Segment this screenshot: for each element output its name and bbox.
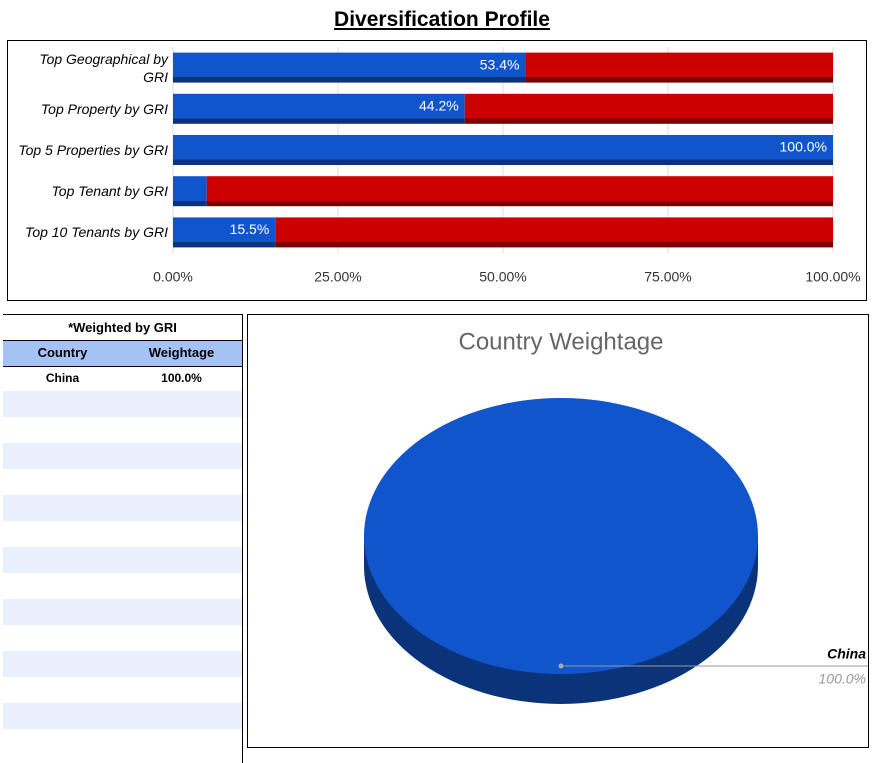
pie-chart-frame: Country Weightage China 100.0% [247, 314, 869, 748]
bar-segment [275, 217, 833, 248]
row-stripes [3, 391, 242, 755]
category-label: Top Geographical by GRI [39, 50, 168, 85]
table-header: Country Weightage [3, 340, 242, 367]
data-label: 15.5% [230, 221, 270, 237]
pie-chart: Country Weightage China 100.0% [364, 328, 868, 704]
x-tick-label: 100.00% [805, 269, 860, 285]
bar-segment [173, 93, 465, 124]
table-cell: China [45, 371, 80, 385]
bar-segment [173, 135, 833, 165]
table-cell: 100.0% [161, 371, 202, 385]
page-title: Diversification Profile [334, 8, 550, 31]
category-label: Top 5 Properties by GRI [18, 142, 168, 158]
category-label: Top Property by GRI [40, 100, 168, 117]
data-label: 53.4% [480, 56, 520, 72]
weight-table: *Weighted by GRI Country Weightage China… [3, 314, 243, 763]
x-tick-label: 50.00% [479, 269, 526, 285]
bar-segment [525, 52, 833, 83]
pie-slice [364, 398, 758, 674]
table-caption: *Weighted by GRI [68, 320, 177, 335]
bar-segment [206, 176, 833, 207]
x-tick-label: 25.00% [314, 269, 361, 285]
bar-segment [173, 52, 526, 83]
x-tick-label: 0.00% [153, 269, 193, 285]
bar-segment [173, 217, 276, 248]
header-cell: Country [37, 345, 88, 360]
category-label: Top 10 Tenants by GRI [25, 224, 168, 241]
bar-segment [173, 176, 207, 207]
leader-dot [558, 663, 564, 669]
pie-value-label: 100.0% [819, 671, 866, 687]
bar-chart: 0.00% 25.00% 50.00% 75.00% 100.00% 53.4% 44.2%… [153, 47, 861, 285]
header-cell: Weightage [148, 345, 215, 360]
data-label: 44.2% [419, 98, 459, 114]
pie-label: China [827, 646, 866, 662]
bar-chart-frame: 0.00% 25.00% 50.00% 75.00% 100.00% 53.4% 44.2%… [7, 40, 867, 301]
bar-segment [464, 93, 833, 124]
category-label: Top Tenant by GRI [51, 183, 168, 200]
pie-title: Country Weightage [458, 328, 663, 355]
x-tick-label: 75.00% [644, 269, 691, 285]
data-label: 100.0% [780, 139, 827, 155]
